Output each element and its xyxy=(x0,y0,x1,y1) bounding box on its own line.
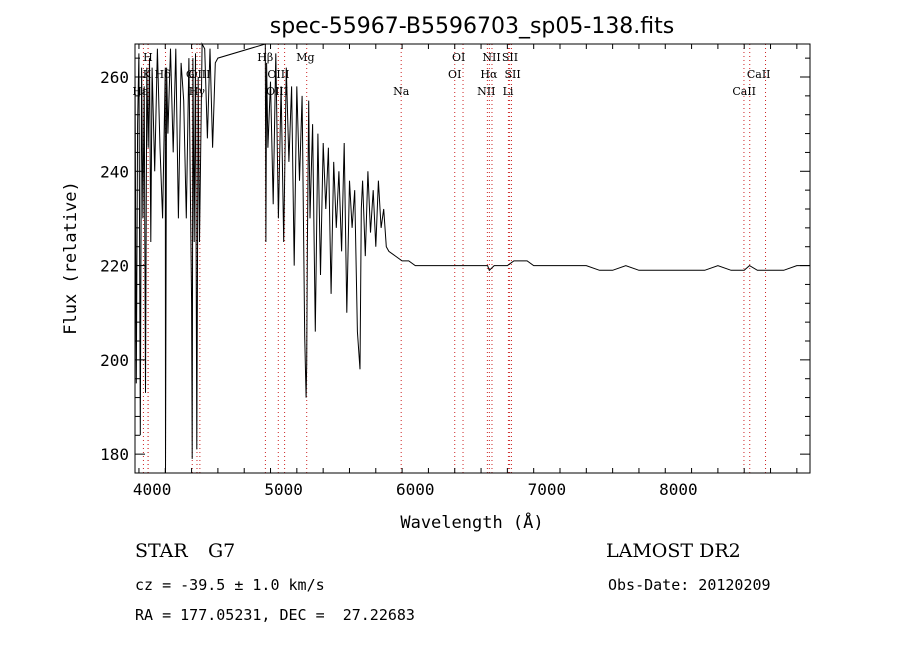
x-tick-label: 5000 xyxy=(264,480,303,499)
spectral-line-label: OIII xyxy=(267,68,289,81)
spectral-line-label: SII xyxy=(505,68,521,81)
object-class: STAR xyxy=(135,540,188,562)
spectral-line-label: OI xyxy=(448,68,461,81)
spectral-line-label: Hγ xyxy=(189,85,206,98)
spectral-line-label: Mg xyxy=(296,51,314,64)
spectral-line-label: OIII xyxy=(266,85,288,98)
x-axis-label: Wavelength (Å) xyxy=(400,511,543,533)
spectral-line-label: Hδ xyxy=(155,68,172,81)
spectrum-line xyxy=(134,42,810,474)
spectral-line-label: K xyxy=(143,68,152,81)
x-tick-label: 7000 xyxy=(528,480,567,499)
spectral-line-label: NII xyxy=(477,85,495,98)
spectral-line-label: CaII xyxy=(747,68,771,81)
chart-title: spec-55967-B5596703_sp05-138.fits xyxy=(270,14,675,39)
spectral-line-label: SII xyxy=(502,51,518,64)
plot-frame xyxy=(134,43,811,474)
spectral-line-label: OIII xyxy=(188,68,210,81)
spectral-line-label: G xyxy=(186,68,195,81)
object-subclass: G7 xyxy=(208,540,236,562)
x-tick-label: 4000 xyxy=(133,480,172,499)
redshift-cz: cz = -39.5 ± 1.0 km/s xyxy=(135,576,325,594)
spectral-line-label: Na xyxy=(393,85,410,98)
x-tick-label: 8000 xyxy=(659,480,698,499)
spectral-line-label: Li xyxy=(503,85,514,98)
x-tick-label: 6000 xyxy=(396,480,435,499)
y-tick-label: 200 xyxy=(100,351,129,370)
y-tick-label: 220 xyxy=(100,257,129,276)
spectral-line-label: OI xyxy=(452,51,465,64)
spectral-line-label: Hα xyxy=(480,68,498,81)
spectral-line-label: Hε xyxy=(132,85,148,98)
y-tick-label: 260 xyxy=(100,68,129,87)
ra-dec: RA = 177.05231, DEC = 27.22683 xyxy=(135,606,415,624)
y-axis-label: Flux (relative) xyxy=(61,181,81,335)
obs-date: Obs-Date: 20120209 xyxy=(608,576,771,594)
y-tick-label: 240 xyxy=(100,162,129,181)
spectral-line-label: Hβ xyxy=(257,51,273,64)
spectral-line-label: NII xyxy=(482,51,500,64)
survey-name: LAMOST DR2 xyxy=(606,540,741,562)
spectral-line-label: CaII xyxy=(732,85,756,98)
spectral-line-label: H xyxy=(143,51,153,64)
y-tick-label: 180 xyxy=(100,445,129,464)
